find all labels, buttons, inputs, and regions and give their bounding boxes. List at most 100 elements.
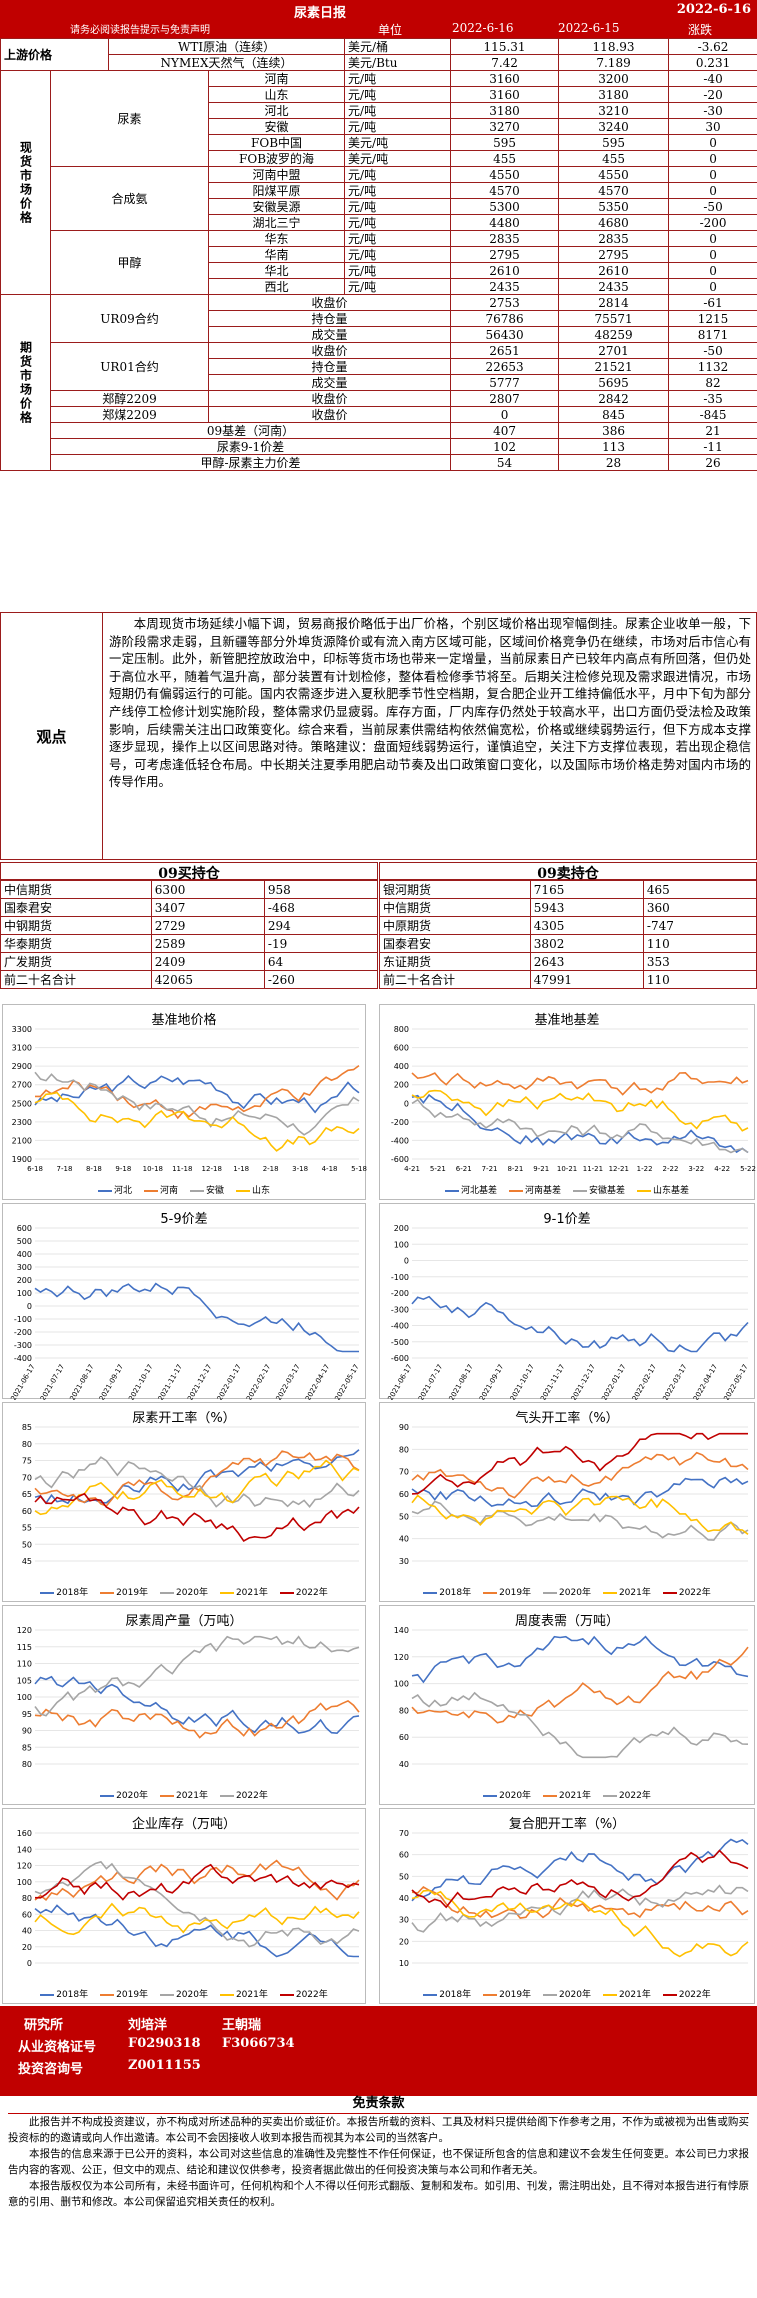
footer-analyst2: 王朝瑞 [222,2018,262,2033]
legend-label: 安徽 [206,1186,225,1196]
broker-name: 广发期货 [0,952,152,971]
value-chg: -50 [668,198,757,215]
unit: 元/吨 [344,182,452,199]
position: 2729 [150,916,265,935]
buy-holdings: 09买持仓 中信期货 6300 958 国泰君安 3407 -468 中钢期货 2729 294… [0,862,379,989]
table-row: 09基差（河南） 407 386 21 [1,422,757,439]
legend-item: 2021年 [219,1990,268,2000]
chart-title: 尿素开工率（%） [132,1411,236,1426]
y-tick-label: 30 [399,1557,409,1566]
value-chg: 0 [668,262,757,279]
y-tick-label: -400 [391,1322,409,1331]
series-line [34,1863,360,1901]
y-tick-label: 100 [394,1680,409,1689]
position: 42065 [150,970,265,989]
y-tick-label: 65 [22,1490,32,1499]
series-line [34,1459,360,1516]
y-tick-label: 105 [17,1676,32,1685]
unit: 元/吨 [344,262,452,279]
series-line [411,1432,748,1495]
legend-item: 河北基差 [444,1186,497,1196]
y-tick-label: -600 [391,1155,409,1164]
y-tick-label: 30 [399,1916,409,1925]
position: 6300 [150,880,265,899]
y-tick-label: 160 [17,1829,32,1838]
unit: 元/吨 [344,70,452,87]
sell-holdings-table: 银河期货 7165 465 中信期货 5943 360 中原期货 4305 -747 国泰君安 38… [379,880,757,989]
legend-item: 2018年 [423,1990,471,2000]
group-name: 甲醇 [49,230,210,295]
legend-label: 2022年 [235,1791,268,1801]
x-tick-label: 2022-04-17 [304,1363,331,1400]
value-d2: 595 [558,134,670,151]
legend-item: 2019年 [483,1588,531,1598]
legend-item: 2021年 [543,1791,591,1801]
footer-license2: F3066734 [222,2036,295,2051]
x-tick-label: 2022-02-17 [245,1363,272,1400]
series-line [411,1889,749,1958]
legend-swatch [423,1591,438,1594]
legend-item: 2018年 [40,1588,88,1598]
y-tick-label: 40 [399,1894,409,1903]
y-tick-label: 40 [22,1927,32,1936]
legend-swatch [543,1591,558,1594]
item-name: 湖北三宁 [208,214,346,231]
value-d2: 7.189 [558,54,670,71]
value-d2: 5695 [558,374,670,391]
broker-name: 前二十名合计 [0,970,152,989]
footer-institute: 研究所 [24,2018,64,2033]
unit: 美元/桶 [344,38,452,55]
disclaimer-title: 免责条款 [8,2096,749,2114]
legend-item: 山东 [236,1186,270,1196]
chart-title: 5-9价差 [160,1212,208,1227]
value-d2: 5350 [558,198,670,215]
value-d1: 0 [450,406,560,423]
metric-name: 持仓量 [208,310,452,327]
y-tick-label: 2500 [12,1099,32,1108]
table-row: 国泰君安 3802 110 [379,934,757,953]
spread-name: 尿素9-1价差 [49,438,452,455]
y-tick-label: 120 [17,1626,32,1635]
position: 3802 [529,934,644,953]
value-d1: 7.42 [450,54,560,71]
buy-holdings-table: 中信期货 6300 958 国泰君安 3407 -468 中钢期货 2729 294 华泰期货 25… [0,880,379,989]
x-tick-label: 2022-01-17 [600,1363,627,1400]
y-tick-label: 120 [17,1862,32,1871]
series-line [34,1071,360,1136]
position-change: 353 [642,952,757,971]
price-table: 上游价格 WTI原油（连续） 美元/桶 115.31 118.93 -3.62 NYMEX天… [0,38,757,471]
legend-label: 2021年 [559,1791,591,1801]
value-d2: 455 [558,150,670,167]
position: 2409 [150,952,265,971]
value-d1: 4550 [450,166,560,183]
value-d1: 407 [450,422,560,439]
item-name: 华东 [208,230,346,247]
chart-legend: 2020年 2021年 2022年 [380,1788,754,1801]
y-tick-label: 80 [22,1760,32,1769]
y-tick-label: 140 [17,1845,32,1854]
position-change: -260 [263,970,379,989]
table-row: 华泰期货 2589 -19 [0,934,379,953]
y-tick-label: 60 [399,1851,409,1860]
legend-item: 安徽 [190,1186,224,1196]
value-d1: 2753 [450,294,560,311]
y-tick-label: 75 [22,1457,32,1466]
disclaimer-p2: 本报告的信息来源于已公开的资料，本公司对这些信息的准确性及完整性不作任何保证，也… [8,2148,749,2176]
y-tick-label: 120 [394,1653,409,1662]
metric-name: 收盘价 [208,406,452,423]
item-name: FOB波罗的海 [208,150,346,167]
chart-8: 企业库存（万吨） 0 20 40 60 80 100 120 140 160 2018年 2019年 2… [2,1808,366,2004]
chart-7: 周度表需（万吨） 40 60 80 100 120 140 2020年 2021年 2022年 [379,1605,755,1805]
position-change: -19 [263,934,379,953]
series-line [411,1646,749,1724]
x-tick-label: 12-18 [202,1165,222,1173]
legend-label: 2018年 [439,1990,472,2000]
y-tick-label: 90 [399,1423,409,1432]
series-line [34,1091,360,1152]
y-tick-label: 60 [22,1910,32,1919]
table-row: 期货市场价格 UR09合约 收盘价 2753 2814 -61 [0,294,757,471]
chart-title: 周度表需（万吨） [514,1614,619,1629]
table-row: 甲醇 华东 元/吨 2835 2835 0 [1,230,757,295]
y-tick-label: 80 [399,1445,409,1454]
y-tick-label: 600 [17,1224,32,1233]
